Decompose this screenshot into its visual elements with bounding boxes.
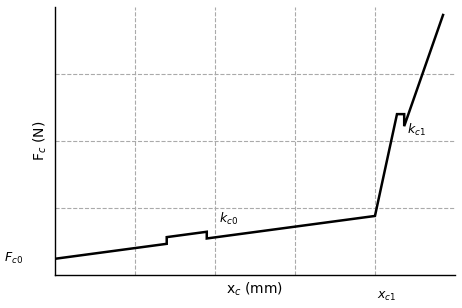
Text: $k_{c1}$: $k_{c1}$ (407, 122, 426, 138)
Y-axis label: F$_c$ (N): F$_c$ (N) (31, 121, 49, 161)
Text: $k_{c0}$: $k_{c0}$ (219, 211, 238, 228)
Text: $F_{c0}$: $F_{c0}$ (4, 251, 23, 266)
Text: $x_{c1}$: $x_{c1}$ (377, 290, 396, 303)
X-axis label: x$_c$ (mm): x$_c$ (mm) (226, 281, 283, 298)
